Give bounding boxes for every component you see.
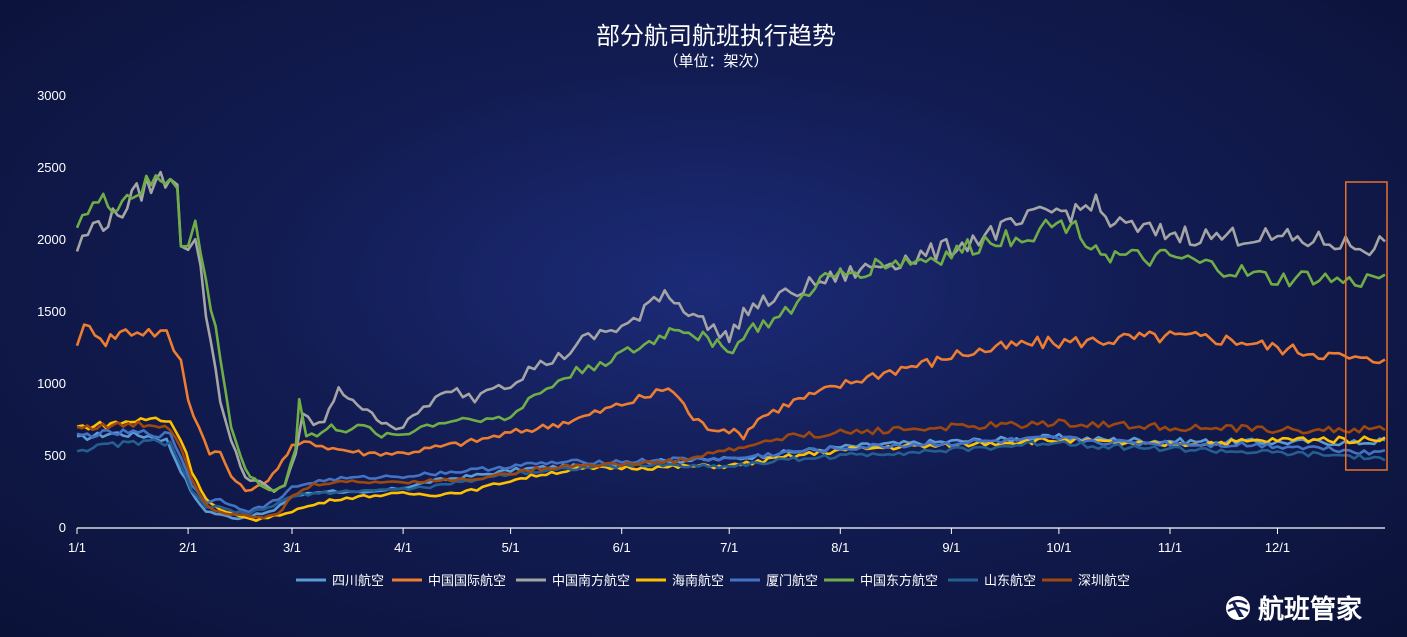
x-tick-label: 11/1 [1158, 540, 1182, 555]
series-line-5 [75, 174, 1386, 492]
legend-item[interactable]: 海南航空 [636, 573, 724, 589]
series-lines [75, 170, 1386, 522]
x-tick-label: 5/1 [502, 540, 520, 555]
legend-label: 山东航空 [984, 573, 1036, 589]
legend-item[interactable]: 中国南方航空 [516, 573, 630, 589]
y-tick-label: 2000 [37, 232, 66, 247]
x-tick-label: 12/1 [1265, 540, 1290, 555]
legend-item[interactable]: 厦门航空 [730, 573, 818, 589]
legend-label: 厦门航空 [766, 573, 818, 589]
series-line-1 [75, 323, 1386, 493]
x-tick-label: 6/1 [613, 540, 631, 555]
brand-name: 航班管家 [1258, 594, 1362, 625]
legend-item[interactable]: 中国东方航空 [824, 573, 938, 589]
legend-item[interactable]: 四川航空 [296, 573, 384, 589]
x-axis: 1/1 2/1 3/1 4/1 5/1 6/1 7/1 8/1 9/1 10/1 11/1 12/1 [68, 527, 1385, 555]
legend: 四川航空 中国国际航空 中国南方航空 海南航空 厦门航空 中国东方航空 山东航空 深圳航空 [296, 573, 1130, 589]
brand-logo: 航班管家 [1226, 594, 1362, 625]
y-tick-label: 0 [59, 520, 66, 535]
legend-label: 中国东方航空 [860, 573, 938, 589]
y-axis: 0 500 1000 1500 2000 2500 3000 [37, 88, 66, 535]
legend-label: 中国国际航空 [428, 573, 506, 589]
legend-item[interactable]: 山东航空 [948, 573, 1036, 589]
legend-label: 四川航空 [332, 573, 384, 589]
legend-label: 海南航空 [672, 573, 724, 589]
y-tick-label: 500 [44, 448, 66, 463]
series-line-4 [76, 428, 1386, 514]
x-tick-label: 8/1 [831, 540, 849, 555]
y-tick-label: 1000 [37, 376, 66, 391]
legend-label: 深圳航空 [1078, 573, 1130, 589]
chart-title: 部分航司航班执行趋势 [596, 22, 836, 50]
x-tick-label: 7/1 [720, 540, 738, 555]
plane-globe-icon [1226, 596, 1250, 620]
y-tick-label: 3000 [37, 88, 66, 103]
x-tick-label: 2/1 [179, 540, 197, 555]
series-line-6 [76, 438, 1386, 517]
y-tick-label: 2500 [37, 160, 66, 175]
x-tick-label: 9/1 [942, 540, 960, 555]
x-tick-label: 10/1 [1046, 540, 1071, 555]
y-tick-label: 1500 [37, 304, 66, 319]
x-tick-label: 3/1 [283, 540, 301, 555]
legend-item[interactable]: 中国国际航空 [392, 573, 506, 589]
legend-item[interactable]: 深圳航空 [1042, 573, 1130, 589]
x-tick-label: 4/1 [394, 540, 412, 555]
series-line-7 [76, 418, 1386, 520]
legend-label: 中国南方航空 [552, 573, 630, 589]
chart-subtitle: （单位：架次） [663, 52, 768, 70]
highlight-range-box [1344, 181, 1388, 471]
x-tick-label: 1/1 [68, 540, 86, 555]
